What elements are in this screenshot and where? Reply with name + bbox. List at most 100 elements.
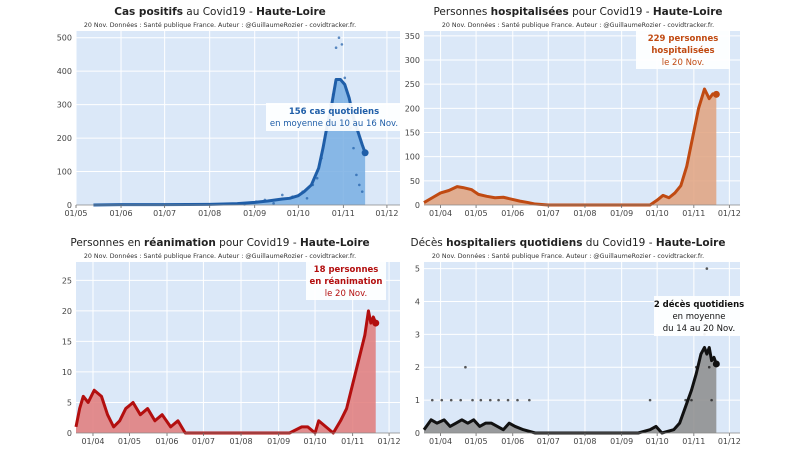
y-tick-label: 2 (415, 363, 420, 372)
x-tick-label: 01/10 (287, 209, 310, 218)
y-tick-label: 100 (405, 153, 420, 162)
scatter-point (516, 398, 519, 402)
series-area (76, 310, 376, 433)
x-tick-label: 01/09 (267, 437, 290, 446)
x-tick-label: 01/11 (682, 437, 705, 446)
x-tick-label: 01/12 (718, 209, 741, 218)
annotation-line-2: en réanimation (310, 276, 383, 287)
chart-cas-positifs: Cas positifs au Covid19 - Haute-Loire 20… (57, 6, 402, 218)
annotation-line-2: hospitalisées (651, 45, 714, 56)
scatter-point (464, 365, 467, 369)
x-tick-label: 01/08 (573, 437, 596, 446)
annotation-box (636, 31, 730, 69)
y-tick-label: 300 (57, 101, 72, 110)
scatter-point (263, 198, 267, 202)
y-axis: 0 50 100 150 200 250 300 350 (405, 32, 420, 210)
scatter-point (710, 398, 713, 402)
x-tick-label: 01/08 (230, 437, 253, 446)
series-area (424, 347, 717, 433)
annotation-box (306, 262, 386, 300)
x-tick-label: 01/08 (198, 209, 221, 218)
scatter-point (254, 200, 258, 203)
scatter-point (497, 398, 500, 402)
scatter-point (305, 197, 309, 200)
chart-title: Personnes en réanimation pour Covid19 - … (70, 237, 369, 249)
y-tick-label: 100 (57, 168, 72, 177)
y-tick-label: 200 (405, 104, 420, 113)
y-tick-label: 5 (67, 398, 72, 407)
scatter-point (684, 398, 687, 402)
x-tick-label: 01/07 (537, 437, 560, 446)
x-tick-label: 01/07 (537, 209, 560, 218)
chart-annotation: 229 personnes hospitalisées le 20 Nov. (636, 31, 730, 69)
last-value-marker (361, 149, 369, 157)
scatter-point (352, 146, 355, 150)
chart-subtitle: 20 Nov. Données : Santé publique France.… (432, 252, 704, 260)
y-tick-label: 15 (62, 337, 72, 346)
y-tick-label: 5 (415, 265, 420, 274)
x-tick-label: 01/09 (243, 209, 266, 218)
annotation-line-1: 2 décès quotidiens (654, 299, 744, 310)
x-tick-label: 01/06 (155, 437, 178, 446)
x-tick-label: 01/12 (375, 209, 398, 218)
scatter-point (694, 365, 698, 369)
scatter-point (459, 398, 462, 402)
scatter-point (337, 36, 341, 39)
annotation-box (654, 296, 744, 336)
annotation-line-1: 18 personnes (314, 265, 379, 275)
scatter-point (281, 193, 284, 197)
y-tick-label: 0 (415, 429, 420, 438)
scatter-point (528, 398, 531, 402)
last-value-marker (712, 360, 720, 368)
y-tick-label: 3 (415, 330, 420, 339)
scatter-point (360, 190, 364, 193)
scatter-point (334, 46, 338, 50)
x-tick-label: 01/04 (81, 437, 104, 446)
x-tick-label: 01/07 (192, 437, 215, 446)
chart-subtitle: 20 Nov. Données : Santé publique France.… (442, 21, 714, 29)
y-axis: 0 100 200 300 400 500 (57, 34, 72, 210)
scatter-point (648, 398, 652, 402)
scatter-point (440, 398, 444, 402)
x-axis: 01/05 01/06 01/07 01/08 01/09 01/10 01/11 01/12 (64, 204, 400, 218)
y-tick-label: 1 (415, 396, 420, 405)
scatter-point (340, 43, 344, 46)
last-value-marker (372, 319, 380, 327)
scatter-point (320, 156, 323, 160)
x-axis: 01/04 01/05 01/06 01/07 01/08 01/09 01/10 01/11… (424, 204, 741, 218)
series-area (93, 79, 366, 205)
x-tick-label: 01/05 (64, 209, 87, 218)
y-tick-label: 20 (62, 307, 72, 316)
chart-subtitle: 20 Nov. Données : Santé publique France.… (84, 252, 356, 260)
x-tick-label: 01/07 (153, 209, 176, 218)
x-tick-label: 01/05 (118, 437, 141, 446)
annotation-box (266, 103, 402, 131)
x-tick-label: 01/11 (341, 437, 364, 446)
last-value-marker (712, 90, 720, 98)
chart-annotation: 156 cas quotidiens en moyenne du 10 au 1… (266, 103, 402, 131)
scatter-point (471, 398, 474, 402)
x-tick-label: 01/08 (573, 209, 596, 218)
y-tick-label: 25 (62, 276, 72, 285)
grid (424, 262, 740, 433)
x-tick-label: 01/05 (465, 437, 488, 446)
annotation-line-3: du 14 au 20 Nov. (663, 324, 735, 334)
series-area (424, 89, 717, 205)
scatter-point (506, 398, 510, 402)
y-tick-label: 10 (62, 368, 72, 377)
scatter-point (315, 176, 319, 180)
annotation-line-1: 229 personnes (648, 34, 719, 44)
scatter-point (707, 365, 711, 369)
scatter-point (291, 195, 294, 198)
chart-annotation: 2 décès quotidiens en moyenne du 14 au 2… (654, 296, 744, 336)
scatter-point (301, 190, 304, 193)
x-axis: 01/04 01/05 01/06 01/07 01/08 01/09 01/10 01/11… (76, 432, 401, 446)
x-tick-label: 01/12 (718, 437, 741, 446)
scatter-point (355, 173, 358, 177)
y-tick-label: 150 (405, 129, 420, 138)
chart-subtitle: 20 Nov. Données : Santé publique France.… (84, 21, 356, 29)
scatter-point (488, 398, 492, 402)
y-tick-label: 350 (405, 32, 420, 41)
